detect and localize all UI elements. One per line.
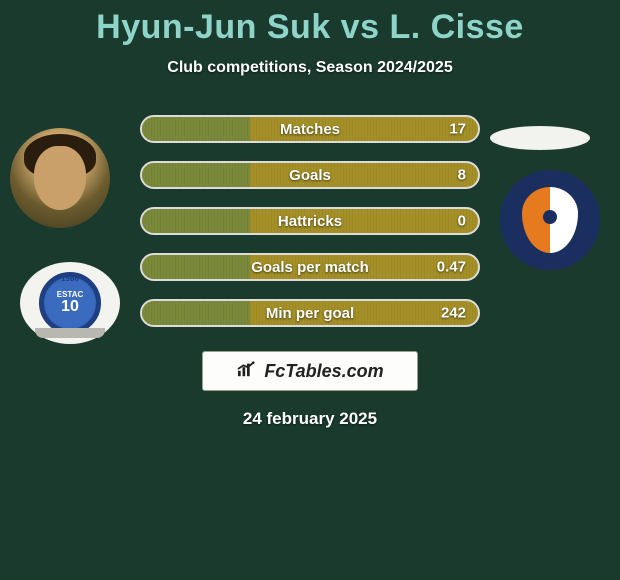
stat-fill-left	[142, 117, 250, 141]
club-left-number: 10	[57, 299, 84, 315]
player-left-avatar	[10, 128, 110, 228]
stat-row: Matches 17	[140, 115, 480, 143]
stat-fill-left	[142, 301, 250, 325]
stat-value: 17	[449, 121, 466, 138]
stat-value: 0	[458, 213, 466, 230]
stats-list: Matches 17 Goals 8 Hattricks 0 Goals per…	[140, 115, 480, 327]
stat-row: Goals per match 0.47	[140, 253, 480, 281]
brand-box[interactable]: FcTables.com	[202, 351, 418, 391]
stat-row: Hattricks 0	[140, 207, 480, 235]
stat-row: Min per goal 242	[140, 299, 480, 327]
brand-label: FcTables.com	[264, 361, 383, 382]
stat-value: 0.47	[437, 259, 466, 276]
stat-label: Goals	[289, 167, 331, 184]
stat-label: Min per goal	[266, 305, 354, 322]
club-right-badge	[500, 170, 600, 270]
stat-label: Matches	[280, 121, 340, 138]
subtitle: Club competitions, Season 2024/2025	[0, 59, 620, 77]
stat-fill-left	[142, 163, 250, 187]
date-label: 24 february 2025	[0, 409, 620, 429]
stat-row: Goals 8	[140, 161, 480, 189]
player-right-avatar-placeholder	[490, 126, 590, 150]
stat-value: 8	[458, 167, 466, 184]
stat-label: Hattricks	[278, 213, 342, 230]
stat-fill-left	[142, 255, 250, 279]
stat-label: Goals per match	[251, 259, 369, 276]
stat-fill-left	[142, 209, 250, 233]
chart-icon	[236, 360, 258, 383]
club-left-founded: 1986	[61, 274, 79, 283]
stat-value: 242	[441, 305, 466, 322]
club-left-badge: 1986 ESTAC 10	[20, 262, 120, 344]
page-title: Hyun-Jun Suk vs L. Cisse	[0, 0, 620, 47]
